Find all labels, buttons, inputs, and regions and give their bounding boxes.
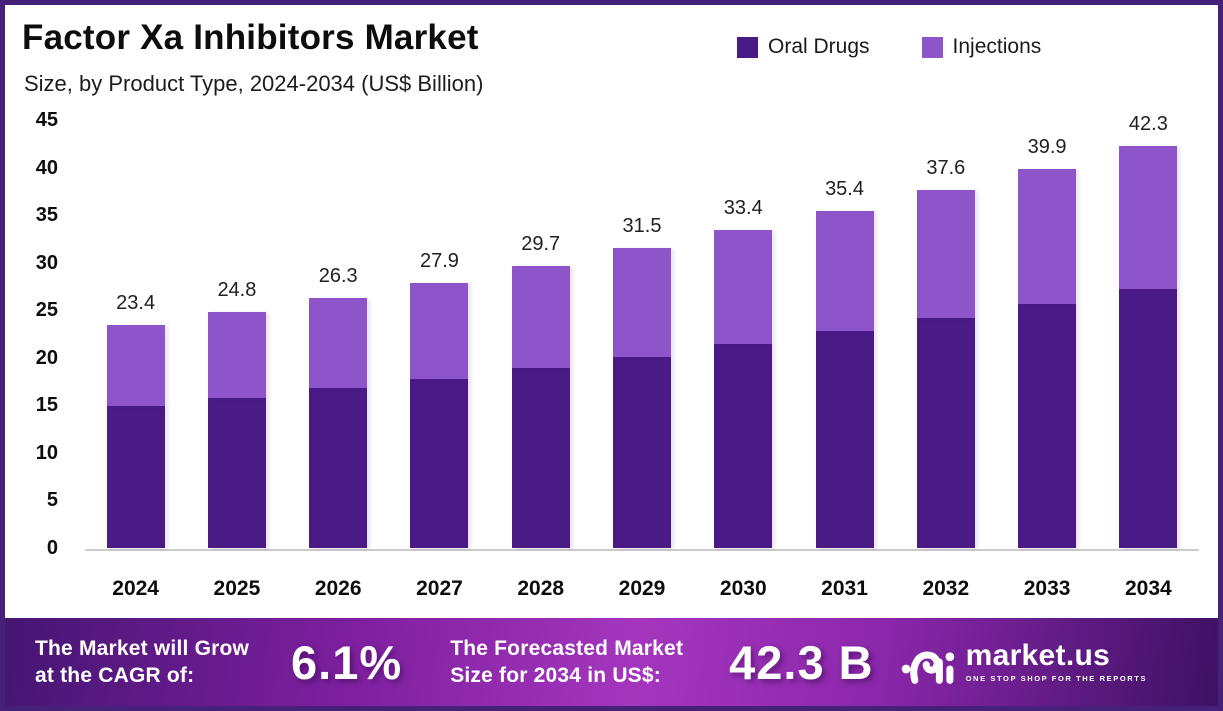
legend-item-oral-drugs: Oral Drugs bbox=[737, 35, 870, 59]
bar-2027-total-value-label: 27.9 bbox=[419, 249, 459, 272]
bar-2026-oral-drugs-segment bbox=[309, 388, 368, 548]
bar-2025-oral-drugs-segment bbox=[207, 397, 266, 548]
bar-2027-injections-segment bbox=[410, 282, 469, 379]
cagr-label: The Market will Grow at the CAGR of: bbox=[35, 635, 249, 690]
bar-2028-total-value-label: 29.7 bbox=[521, 232, 561, 255]
bar-2025-injections-segment bbox=[207, 312, 266, 398]
bar-2029-injections-segment bbox=[613, 248, 671, 357]
bar-2028-oral-drugs-segment bbox=[511, 368, 570, 548]
bar-2033-injections-segment bbox=[1018, 168, 1077, 304]
x-axis-label-2024: 2024 bbox=[112, 577, 159, 600]
bar-2030-injections-segment bbox=[714, 230, 773, 345]
bar-2030-oral-drugs-segment bbox=[714, 344, 773, 548]
legend-swatch-oral-icon bbox=[737, 36, 758, 58]
market-us-logo-icon bbox=[901, 651, 954, 684]
bar-2031-oral-drugs-segment bbox=[815, 331, 874, 548]
bar-2026-injections-segment bbox=[309, 297, 368, 389]
bar-2033-total-value-label: 39.9 bbox=[1027, 135, 1067, 158]
bar-2027-oral-drugs-segment bbox=[410, 378, 469, 548]
bar-2024-total-value-label: 23.4 bbox=[116, 292, 156, 315]
bar-2032-oral-drugs-segment bbox=[916, 317, 975, 548]
bar-2029-total-value-label: 31.5 bbox=[622, 215, 662, 238]
x-axis-label-2030: 2030 bbox=[719, 577, 767, 600]
forecast-label-line2: Size for 2034 in US$: bbox=[450, 664, 661, 687]
y-axis-tick-label: 15 bbox=[35, 394, 58, 417]
bar-2031-total-value-label: 35.4 bbox=[825, 178, 864, 201]
bar-2028-injections-segment bbox=[511, 265, 570, 369]
page-title: Factor Xa Inhibitors Market bbox=[22, 18, 479, 57]
chart-page: Factor Xa Inhibitors Market Size, by Pro… bbox=[5, 5, 1218, 706]
x-axis-label-2031: 2031 bbox=[821, 577, 868, 600]
bar-2024-oral-drugs-segment bbox=[106, 406, 165, 548]
y-axis-tick-label: 40 bbox=[35, 156, 58, 179]
cagr-label-line1: The Market will Grow bbox=[35, 636, 250, 660]
bar-2033-oral-drugs-segment bbox=[1018, 303, 1077, 548]
brand-tagline: ONE STOP SHOP FOR THE REPORTS bbox=[965, 674, 1148, 684]
cagr-label-line2: at the CAGR of: bbox=[35, 664, 195, 687]
bar-2031-injections-segment bbox=[815, 211, 874, 332]
brand-text: market.us ONE STOP SHOP FOR THE REPORTS bbox=[966, 641, 1147, 683]
legend-label-oral: Oral Drugs bbox=[768, 35, 870, 58]
bar-2034-total-value-label: 42.3 bbox=[1128, 112, 1168, 135]
bar-2025-total-value-label: 24.8 bbox=[217, 279, 257, 302]
bar-2029-oral-drugs-segment bbox=[613, 356, 671, 548]
y-axis-tick-label: 0 bbox=[46, 537, 58, 559]
bar-2032-injections-segment bbox=[916, 190, 975, 318]
x-axis-label-2034: 2034 bbox=[1125, 577, 1172, 600]
bar-2024-injections-segment bbox=[106, 325, 165, 407]
x-axis-baseline bbox=[85, 549, 1199, 551]
x-axis-label-2027: 2027 bbox=[416, 577, 463, 600]
legend-swatch-injections-icon bbox=[921, 36, 943, 58]
y-axis-tick-label: 5 bbox=[46, 489, 58, 512]
bar-2026-total-value-label: 26.3 bbox=[318, 264, 358, 287]
y-axis-tick-label: 30 bbox=[35, 251, 58, 274]
forecast-label-line1: The Forecasted Market bbox=[450, 636, 684, 660]
page-subtitle: Size, by Product Type, 2024-2034 (US$ Bi… bbox=[24, 71, 484, 96]
bar-2034-injections-segment bbox=[1119, 145, 1178, 290]
forecast-value: 42.3 B bbox=[729, 635, 874, 689]
x-axis-label-2033: 2033 bbox=[1023, 577, 1071, 600]
y-axis-tick-label: 35 bbox=[35, 204, 58, 227]
forecast-label: The Forecasted Market Size for 2034 in U… bbox=[450, 635, 683, 690]
chart-legend: Oral Drugs Injections bbox=[737, 35, 1041, 59]
bar-2030-total-value-label: 33.4 bbox=[723, 197, 763, 220]
x-axis-label-2028: 2028 bbox=[517, 577, 565, 600]
x-axis-label-2032: 2032 bbox=[922, 577, 970, 600]
cagr-value: 6.1% bbox=[291, 635, 403, 689]
x-axis-label-2029: 2029 bbox=[618, 577, 666, 600]
y-axis-tick-label: 25 bbox=[35, 299, 58, 322]
legend-label-injections: Injections bbox=[952, 35, 1042, 58]
y-axis-tick-label: 10 bbox=[35, 441, 58, 464]
bar-2034-oral-drugs-segment bbox=[1119, 289, 1178, 548]
brand-name: market.us bbox=[965, 639, 1111, 673]
bottom-banner: The Market will Grow at the CAGR of: 6.1… bbox=[5, 618, 1218, 706]
brand-logo: market.us ONE STOP SHOP FOR THE REPORTS bbox=[900, 636, 1147, 688]
y-axis-tick-label: 45 bbox=[35, 109, 58, 131]
bar-2032-total-value-label: 37.6 bbox=[926, 157, 966, 180]
legend-item-injections: Injections bbox=[921, 35, 1042, 59]
x-axis-label-2026: 2026 bbox=[314, 577, 362, 600]
x-axis-label-2025: 2025 bbox=[213, 577, 261, 600]
y-axis-tick-label: 20 bbox=[35, 346, 58, 369]
